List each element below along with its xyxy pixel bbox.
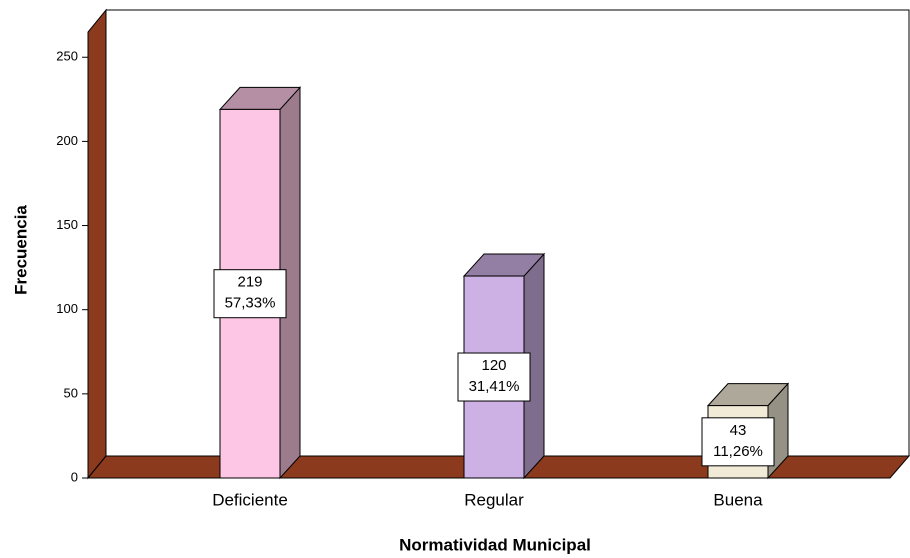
data-label: 43 [730, 422, 747, 439]
data-label-percent: 11,26% [713, 443, 763, 460]
y-tick-label: 150 [56, 217, 78, 232]
x-tick-label: Buena [713, 490, 763, 509]
data-label-percent: 57,33% [225, 295, 276, 312]
y-tick-label: 50 [64, 385, 78, 400]
data-label-box [213, 269, 287, 319]
side-wall [87, 8, 107, 480]
y-tick-label: 250 [56, 49, 78, 64]
y-tick-label: 200 [56, 133, 78, 148]
y-tick-label: 100 [56, 301, 78, 316]
x-tick-label: Deficiente [212, 490, 288, 509]
y-axis-title: Frecuencia [11, 205, 30, 295]
data-label-percent: 31,41% [469, 378, 520, 395]
data-label: 120 [481, 357, 506, 374]
x-tick-label: Regular [464, 490, 524, 509]
data-label-box [701, 417, 775, 467]
x-axis-title: Normatividad Municipal [399, 535, 591, 554]
data-label: 219 [237, 274, 262, 291]
data-label-box [457, 352, 531, 402]
y-tick-label: 0 [71, 469, 78, 484]
